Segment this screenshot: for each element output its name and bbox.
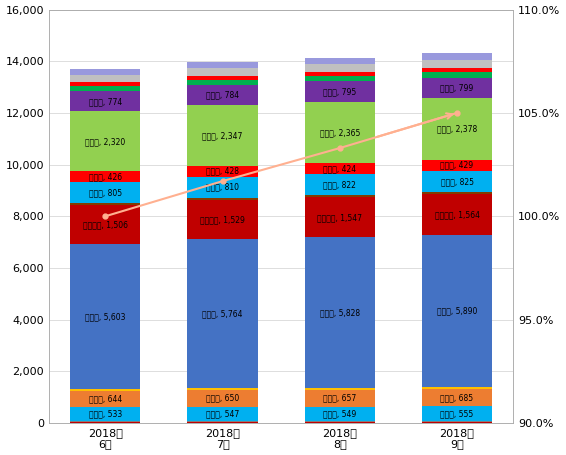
Bar (70, 205, 140, 244)
Bar (187, 198, 258, 200)
Bar (70, 172, 140, 182)
Text: 埼玉県, 533: 埼玉県, 533 (89, 410, 122, 419)
Text: 京都府, 428: 京都府, 428 (206, 167, 239, 176)
Bar (70, 422, 140, 423)
Bar (70, 244, 140, 389)
Bar (70, 390, 140, 407)
Text: 京都府, 424: 京都府, 424 (323, 164, 357, 173)
Text: 東京都, 5,890: 東京都, 5,890 (437, 307, 477, 315)
Bar (70, 75, 140, 82)
Text: 東京都, 5,828: 東京都, 5,828 (320, 308, 360, 317)
Text: 埼玉県, 555: 埼玉県, 555 (440, 409, 474, 418)
Text: 愛知県, 822: 愛知県, 822 (323, 180, 356, 189)
Bar (305, 407, 375, 421)
Bar (422, 171, 492, 192)
Bar (70, 407, 140, 421)
Bar (187, 421, 258, 422)
Bar (70, 182, 140, 203)
Bar (187, 388, 258, 390)
Bar (305, 102, 375, 163)
Bar (187, 166, 258, 177)
Bar (70, 203, 140, 205)
Text: 京都府, 426: 京都府, 426 (89, 172, 122, 182)
Text: 大阪府, 2,378: 大阪府, 2,378 (437, 125, 477, 134)
Bar (422, 68, 492, 72)
Text: 兵庫県, 784: 兵庫県, 784 (206, 91, 239, 100)
Bar (305, 174, 375, 195)
Bar (305, 76, 375, 81)
Bar (305, 58, 375, 64)
Text: 神奈川県, 1,506: 神奈川県, 1,506 (83, 220, 128, 229)
Text: 愛知県, 805: 愛知県, 805 (89, 188, 122, 197)
Bar (187, 76, 258, 80)
Bar (70, 389, 140, 390)
Bar (305, 163, 375, 174)
Bar (187, 407, 258, 421)
Bar (422, 389, 492, 406)
Bar (305, 389, 375, 407)
Bar (187, 80, 258, 85)
Text: 千葉県, 644: 千葉県, 644 (89, 394, 122, 403)
Bar (187, 390, 258, 407)
Bar (70, 111, 140, 172)
Text: 東京都, 5,764: 東京都, 5,764 (202, 309, 243, 318)
Bar (305, 64, 375, 72)
Bar (305, 388, 375, 389)
Bar (305, 81, 375, 102)
Bar (422, 421, 492, 422)
Bar (70, 421, 140, 422)
Text: 神奈川県, 1,547: 神奈川県, 1,547 (318, 213, 362, 222)
Bar (305, 422, 375, 423)
Text: 大阪府, 2,320: 大阪府, 2,320 (85, 137, 126, 146)
Bar (70, 86, 140, 91)
Bar (305, 238, 375, 388)
Bar (422, 98, 492, 160)
Text: 京都府, 429: 京都府, 429 (440, 161, 474, 170)
Text: 兵庫県, 795: 兵庫県, 795 (323, 87, 357, 96)
Bar (422, 235, 492, 387)
Text: 愛知県, 810: 愛知県, 810 (206, 183, 239, 192)
Text: 埼玉県, 549: 埼玉県, 549 (323, 409, 357, 418)
Bar (187, 68, 258, 76)
Text: 兵庫県, 799: 兵庫県, 799 (440, 84, 474, 92)
Bar (422, 53, 492, 60)
Text: 千葉県, 657: 千葉県, 657 (323, 394, 357, 403)
Bar (422, 78, 492, 98)
Bar (422, 72, 492, 78)
Text: 神奈川県, 1,529: 神奈川県, 1,529 (200, 215, 245, 224)
Text: 兵庫県, 774: 兵庫県, 774 (89, 97, 122, 106)
Bar (422, 387, 492, 389)
Text: 千葉県, 685: 千葉県, 685 (440, 393, 474, 402)
Bar (187, 85, 258, 105)
Bar (305, 195, 375, 197)
Bar (422, 422, 492, 423)
Bar (305, 197, 375, 238)
Bar (422, 194, 492, 235)
Bar (305, 421, 375, 422)
Bar (305, 72, 375, 76)
Bar (187, 105, 258, 166)
Bar (422, 60, 492, 68)
Bar (70, 82, 140, 86)
Bar (187, 200, 258, 239)
Bar (187, 422, 258, 423)
Bar (422, 160, 492, 171)
Text: 埼玉県, 547: 埼玉県, 547 (206, 409, 239, 418)
Text: 千葉県, 650: 千葉県, 650 (206, 394, 239, 403)
Text: 東京都, 5,603: 東京都, 5,603 (85, 312, 126, 321)
Bar (187, 239, 258, 388)
Text: 大阪府, 2,365: 大阪府, 2,365 (320, 128, 360, 137)
Bar (187, 177, 258, 198)
Text: 大阪府, 2,347: 大阪府, 2,347 (203, 131, 243, 140)
Bar (70, 91, 140, 111)
Text: 神奈川県, 1,564: 神奈川県, 1,564 (435, 210, 479, 219)
Bar (187, 61, 258, 68)
Text: 愛知県, 825: 愛知県, 825 (440, 177, 474, 186)
Bar (70, 69, 140, 75)
Bar (422, 192, 492, 194)
Bar (422, 406, 492, 421)
